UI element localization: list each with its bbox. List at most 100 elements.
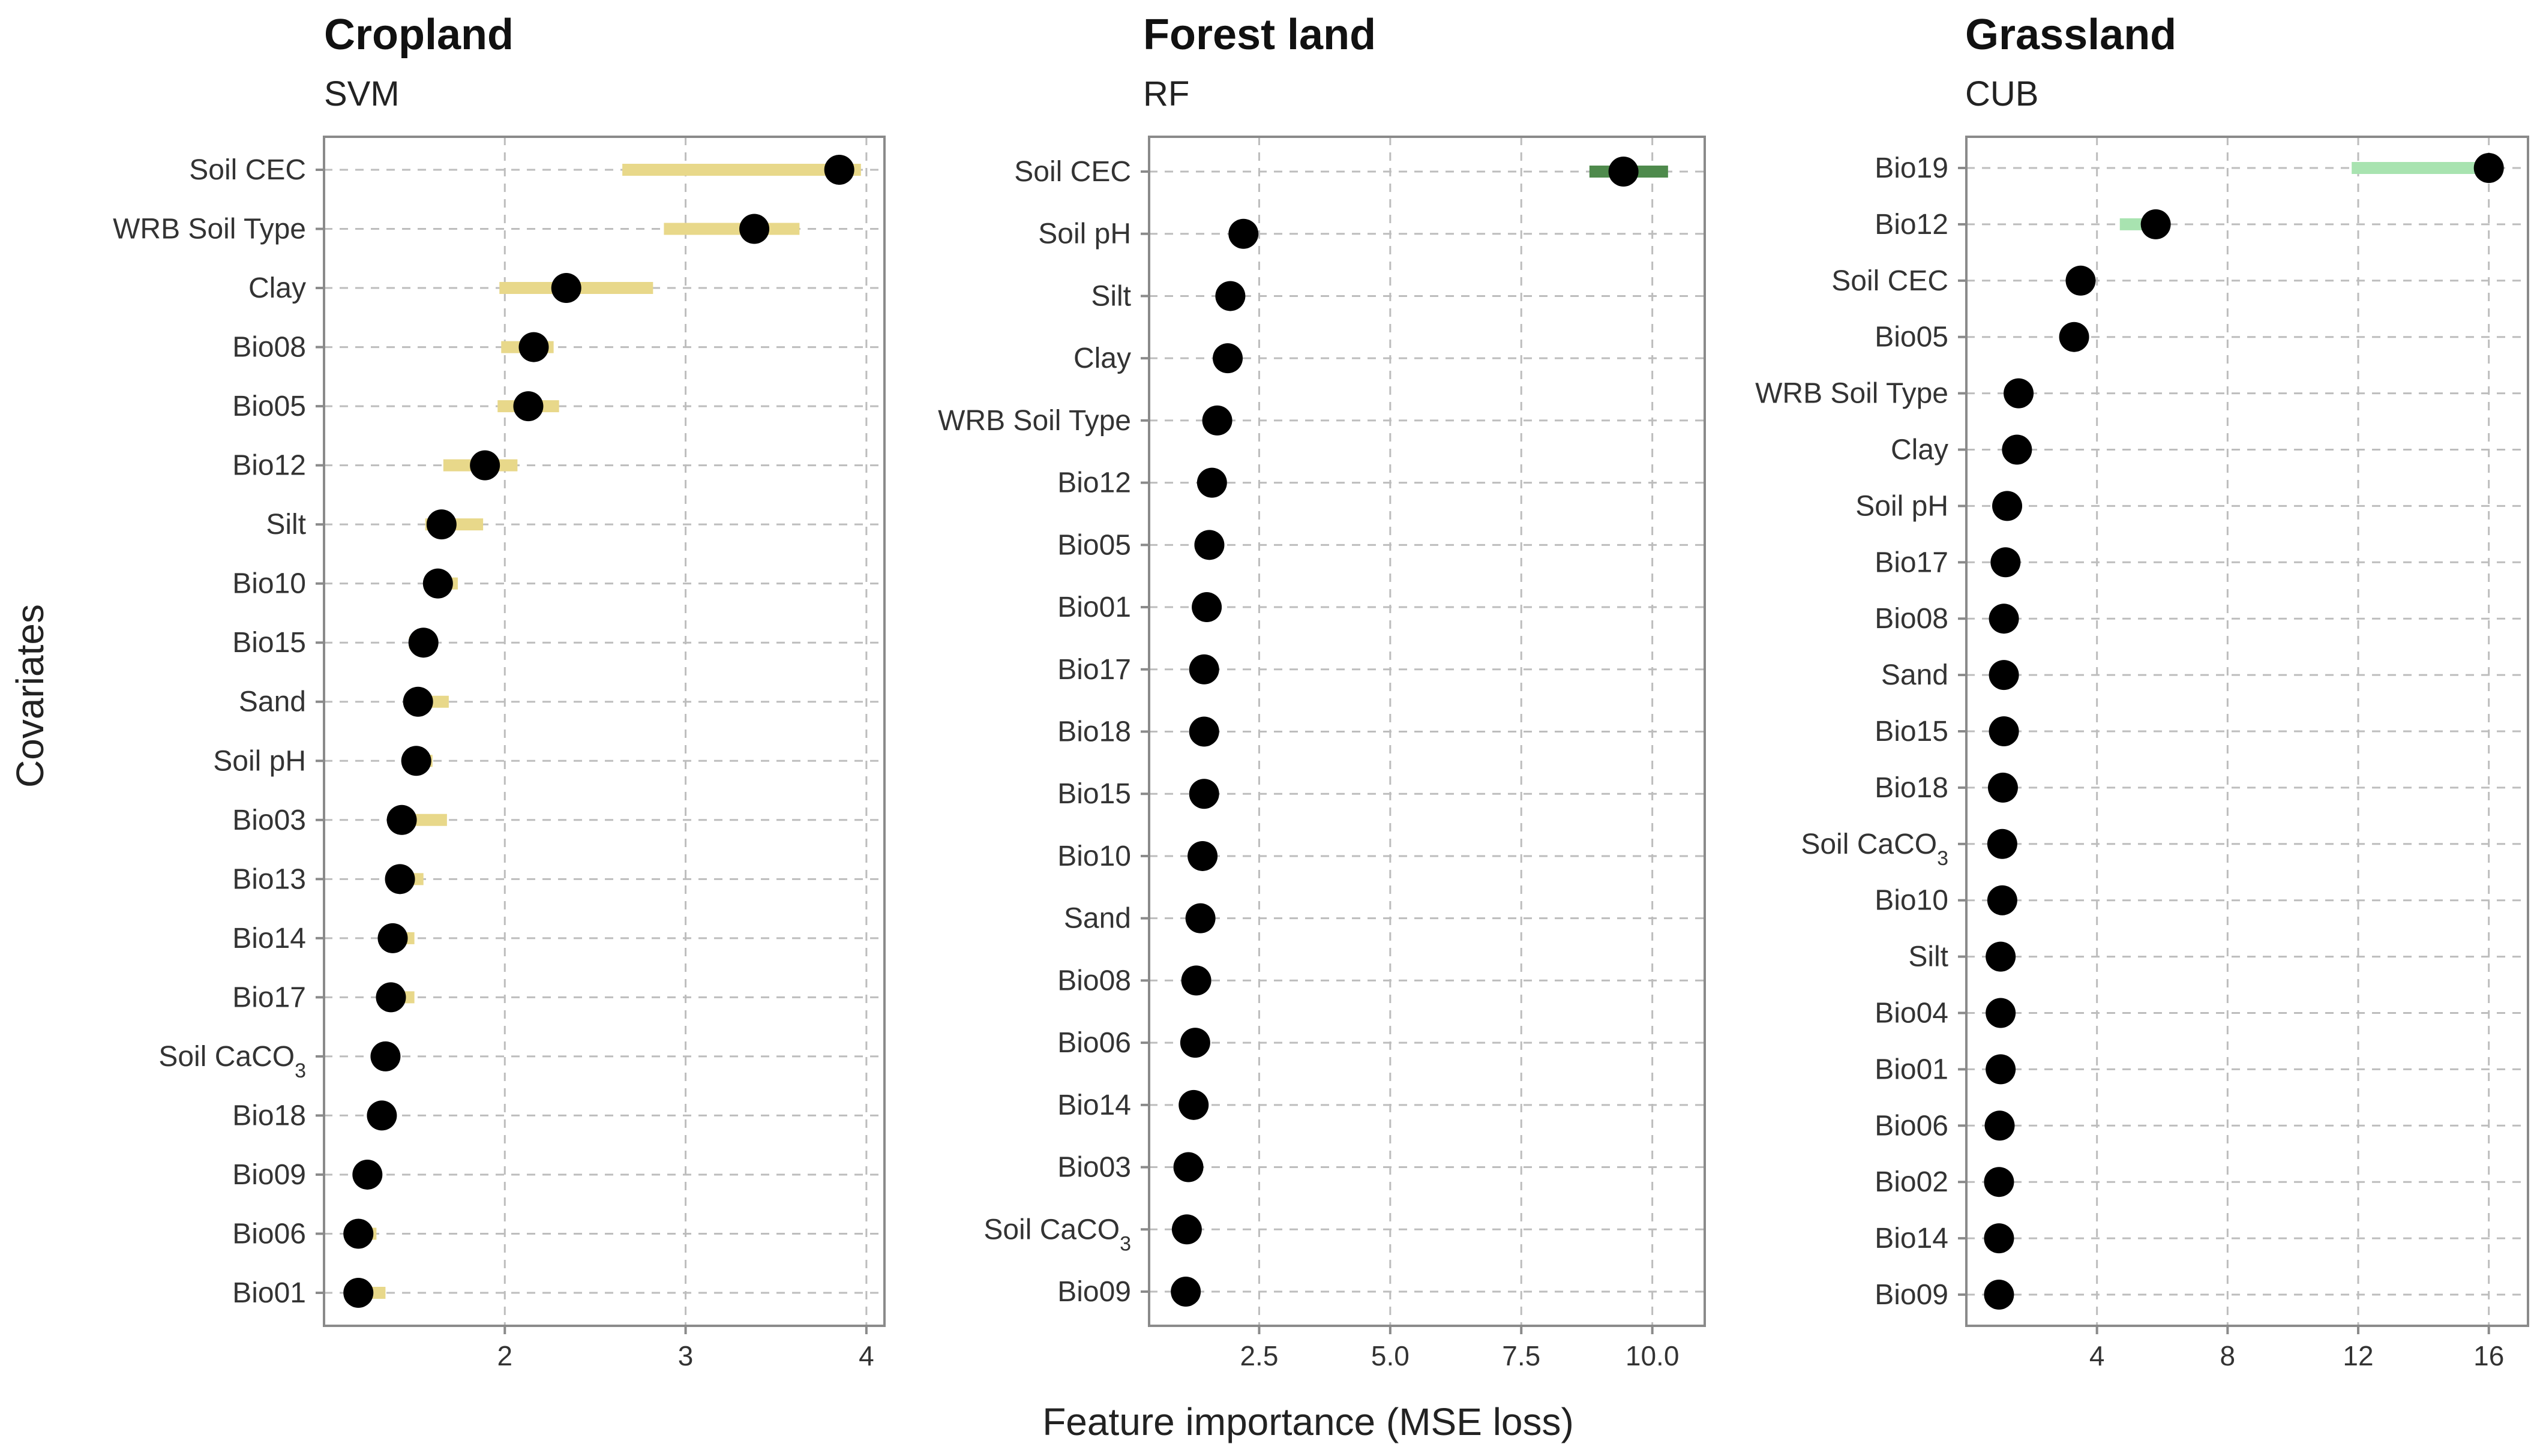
importance-point xyxy=(470,450,500,481)
y-tick-label: Bio08 xyxy=(1057,965,1131,996)
importance-point xyxy=(1215,281,1246,311)
y-tick-label: Bio17 xyxy=(1057,654,1131,686)
panel-frame xyxy=(323,136,886,1327)
panel-cropland: Cropland SVM 2 3 4 Soil CEC WRB Soil Type Clay B… xyxy=(113,11,886,1371)
y-tick-label: Bio17 xyxy=(1875,547,1948,578)
x-tick-label: 8 xyxy=(2220,1340,2236,1371)
y-tick-label: Bio05 xyxy=(232,391,306,422)
y-tick-label: Bio10 xyxy=(232,568,306,600)
panel-subtitle: SVM xyxy=(324,74,400,113)
importance-point xyxy=(1984,1223,2014,1254)
y-tick-label: WRB Soil Type xyxy=(938,405,1131,437)
importance-point xyxy=(1986,998,2016,1028)
importance-point xyxy=(403,686,433,717)
importance-point xyxy=(1989,660,2019,691)
y-tick-label: Silt xyxy=(266,509,306,541)
y-tick-label: Soil CaCO3 xyxy=(158,1041,306,1082)
y-tick-label: Bio10 xyxy=(1057,840,1131,872)
importance-point xyxy=(408,628,439,658)
x-tick-label: 4 xyxy=(2089,1340,2105,1371)
x-tick-label: 7.5 xyxy=(1502,1340,1540,1371)
importance-point xyxy=(1990,547,2021,578)
x-axis-title: Feature importance (MSE loss) xyxy=(1042,1400,1574,1443)
y-tick-label: Bio14 xyxy=(1875,1223,1948,1254)
y-tick-label: Bio17 xyxy=(232,981,306,1013)
importance-point xyxy=(370,1041,401,1071)
y-tick-label: Bio04 xyxy=(1875,998,1948,1029)
y-tick-label: Bio03 xyxy=(1057,1152,1131,1184)
y-tick-label: Soil CEC xyxy=(1014,156,1131,188)
y-tick-label: Soil pH xyxy=(1855,490,1948,522)
y-tick-label: Bio01 xyxy=(1057,592,1131,623)
importance-point xyxy=(1194,530,1225,560)
panel-title: Grassland xyxy=(1965,11,2176,59)
panel-forest-land: Forest land RF 2.5 5.0 7.5 10.0 Soil CEC Soil p… xyxy=(938,11,1706,1371)
importance-point xyxy=(1185,903,1216,933)
importance-point xyxy=(377,923,408,953)
y-tick-label: Bio09 xyxy=(1057,1276,1131,1308)
y-tick-label: Soil CEC xyxy=(189,154,306,186)
y-tick-label: Bio18 xyxy=(1057,716,1131,748)
y-tick-label: Soil pH xyxy=(213,745,306,777)
y-tick-label: Bio05 xyxy=(1057,529,1131,561)
x-tick-label: 4 xyxy=(859,1340,874,1371)
importance-point xyxy=(1984,1167,2014,1197)
y-tick-label: Silt xyxy=(1908,941,1948,973)
y-tick-label: Bio15 xyxy=(1057,778,1131,810)
importance-point xyxy=(426,509,457,540)
importance-point xyxy=(422,568,453,599)
importance-point xyxy=(1171,1214,1202,1245)
y-tick-label: Bio12 xyxy=(232,450,306,482)
importance-point xyxy=(1987,772,2018,803)
importance-point xyxy=(376,982,406,1013)
panel-title: Forest land xyxy=(1143,11,1376,59)
y-tick-label: Bio15 xyxy=(1875,716,1948,747)
y-tick-label: Bio18 xyxy=(1875,772,1948,804)
importance-point xyxy=(824,155,854,185)
panel-grassland: Grassland CUB 4 8 12 16 Bio19 Bio12 Soil CEC Bio0… xyxy=(1755,11,2529,1371)
y-tick-label: Bio12 xyxy=(1057,467,1131,499)
importance-point xyxy=(1987,885,2017,915)
y-tick-label: Bio01 xyxy=(232,1277,306,1309)
importance-point xyxy=(2059,322,2089,352)
y-tick-label: Bio13 xyxy=(232,863,306,895)
importance-point xyxy=(2002,434,2032,465)
importance-point xyxy=(385,864,415,894)
importance-point xyxy=(1171,1277,1201,1307)
y-tick-label: Clay xyxy=(1891,434,1948,466)
y-tick-label: Bio19 xyxy=(1875,152,1948,184)
importance-point xyxy=(551,273,581,304)
x-tick-label: 2.5 xyxy=(1240,1340,1278,1371)
chart-panels: Cropland SVM 2 3 4 Soil CEC WRB Soil Type Clay B… xyxy=(113,11,2529,1371)
y-tick-label: Bio08 xyxy=(1875,603,1948,635)
y-tick-label: Bio12 xyxy=(1875,209,1948,241)
y-tick-label: Bio10 xyxy=(1875,885,1948,917)
importance-point xyxy=(1189,716,1219,747)
importance-point xyxy=(1187,840,1218,871)
importance-point xyxy=(518,332,549,362)
y-tick-label: Bio09 xyxy=(1875,1279,1948,1311)
y-tick-label: Bio08 xyxy=(232,332,306,364)
importance-point xyxy=(1213,343,1243,374)
importance-point xyxy=(2065,265,2096,296)
y-tick-label: Sand xyxy=(239,686,306,718)
importance-point xyxy=(401,746,431,776)
importance-point xyxy=(1189,779,1219,809)
x-tick-label: 16 xyxy=(2473,1340,2504,1371)
x-tick-label: 5.0 xyxy=(1371,1340,1410,1371)
importance-point xyxy=(343,1218,374,1249)
y-tick-label: Bio06 xyxy=(1875,1110,1948,1142)
importance-point xyxy=(1984,1280,2014,1310)
importance-point xyxy=(1228,218,1259,249)
importance-point xyxy=(1178,1089,1209,1120)
importance-point xyxy=(1196,467,1227,498)
importance-point xyxy=(2004,378,2034,409)
y-tick-label: Clay xyxy=(1073,343,1131,374)
y-tick-label: Clay xyxy=(248,272,306,304)
y-tick-label: Silt xyxy=(1091,280,1131,312)
panel-subtitle: RF xyxy=(1143,74,1189,113)
y-tick-label: Bio06 xyxy=(1057,1027,1131,1059)
importance-point xyxy=(739,214,770,244)
panel-title: Cropland xyxy=(324,11,514,59)
importance-point xyxy=(343,1278,374,1308)
